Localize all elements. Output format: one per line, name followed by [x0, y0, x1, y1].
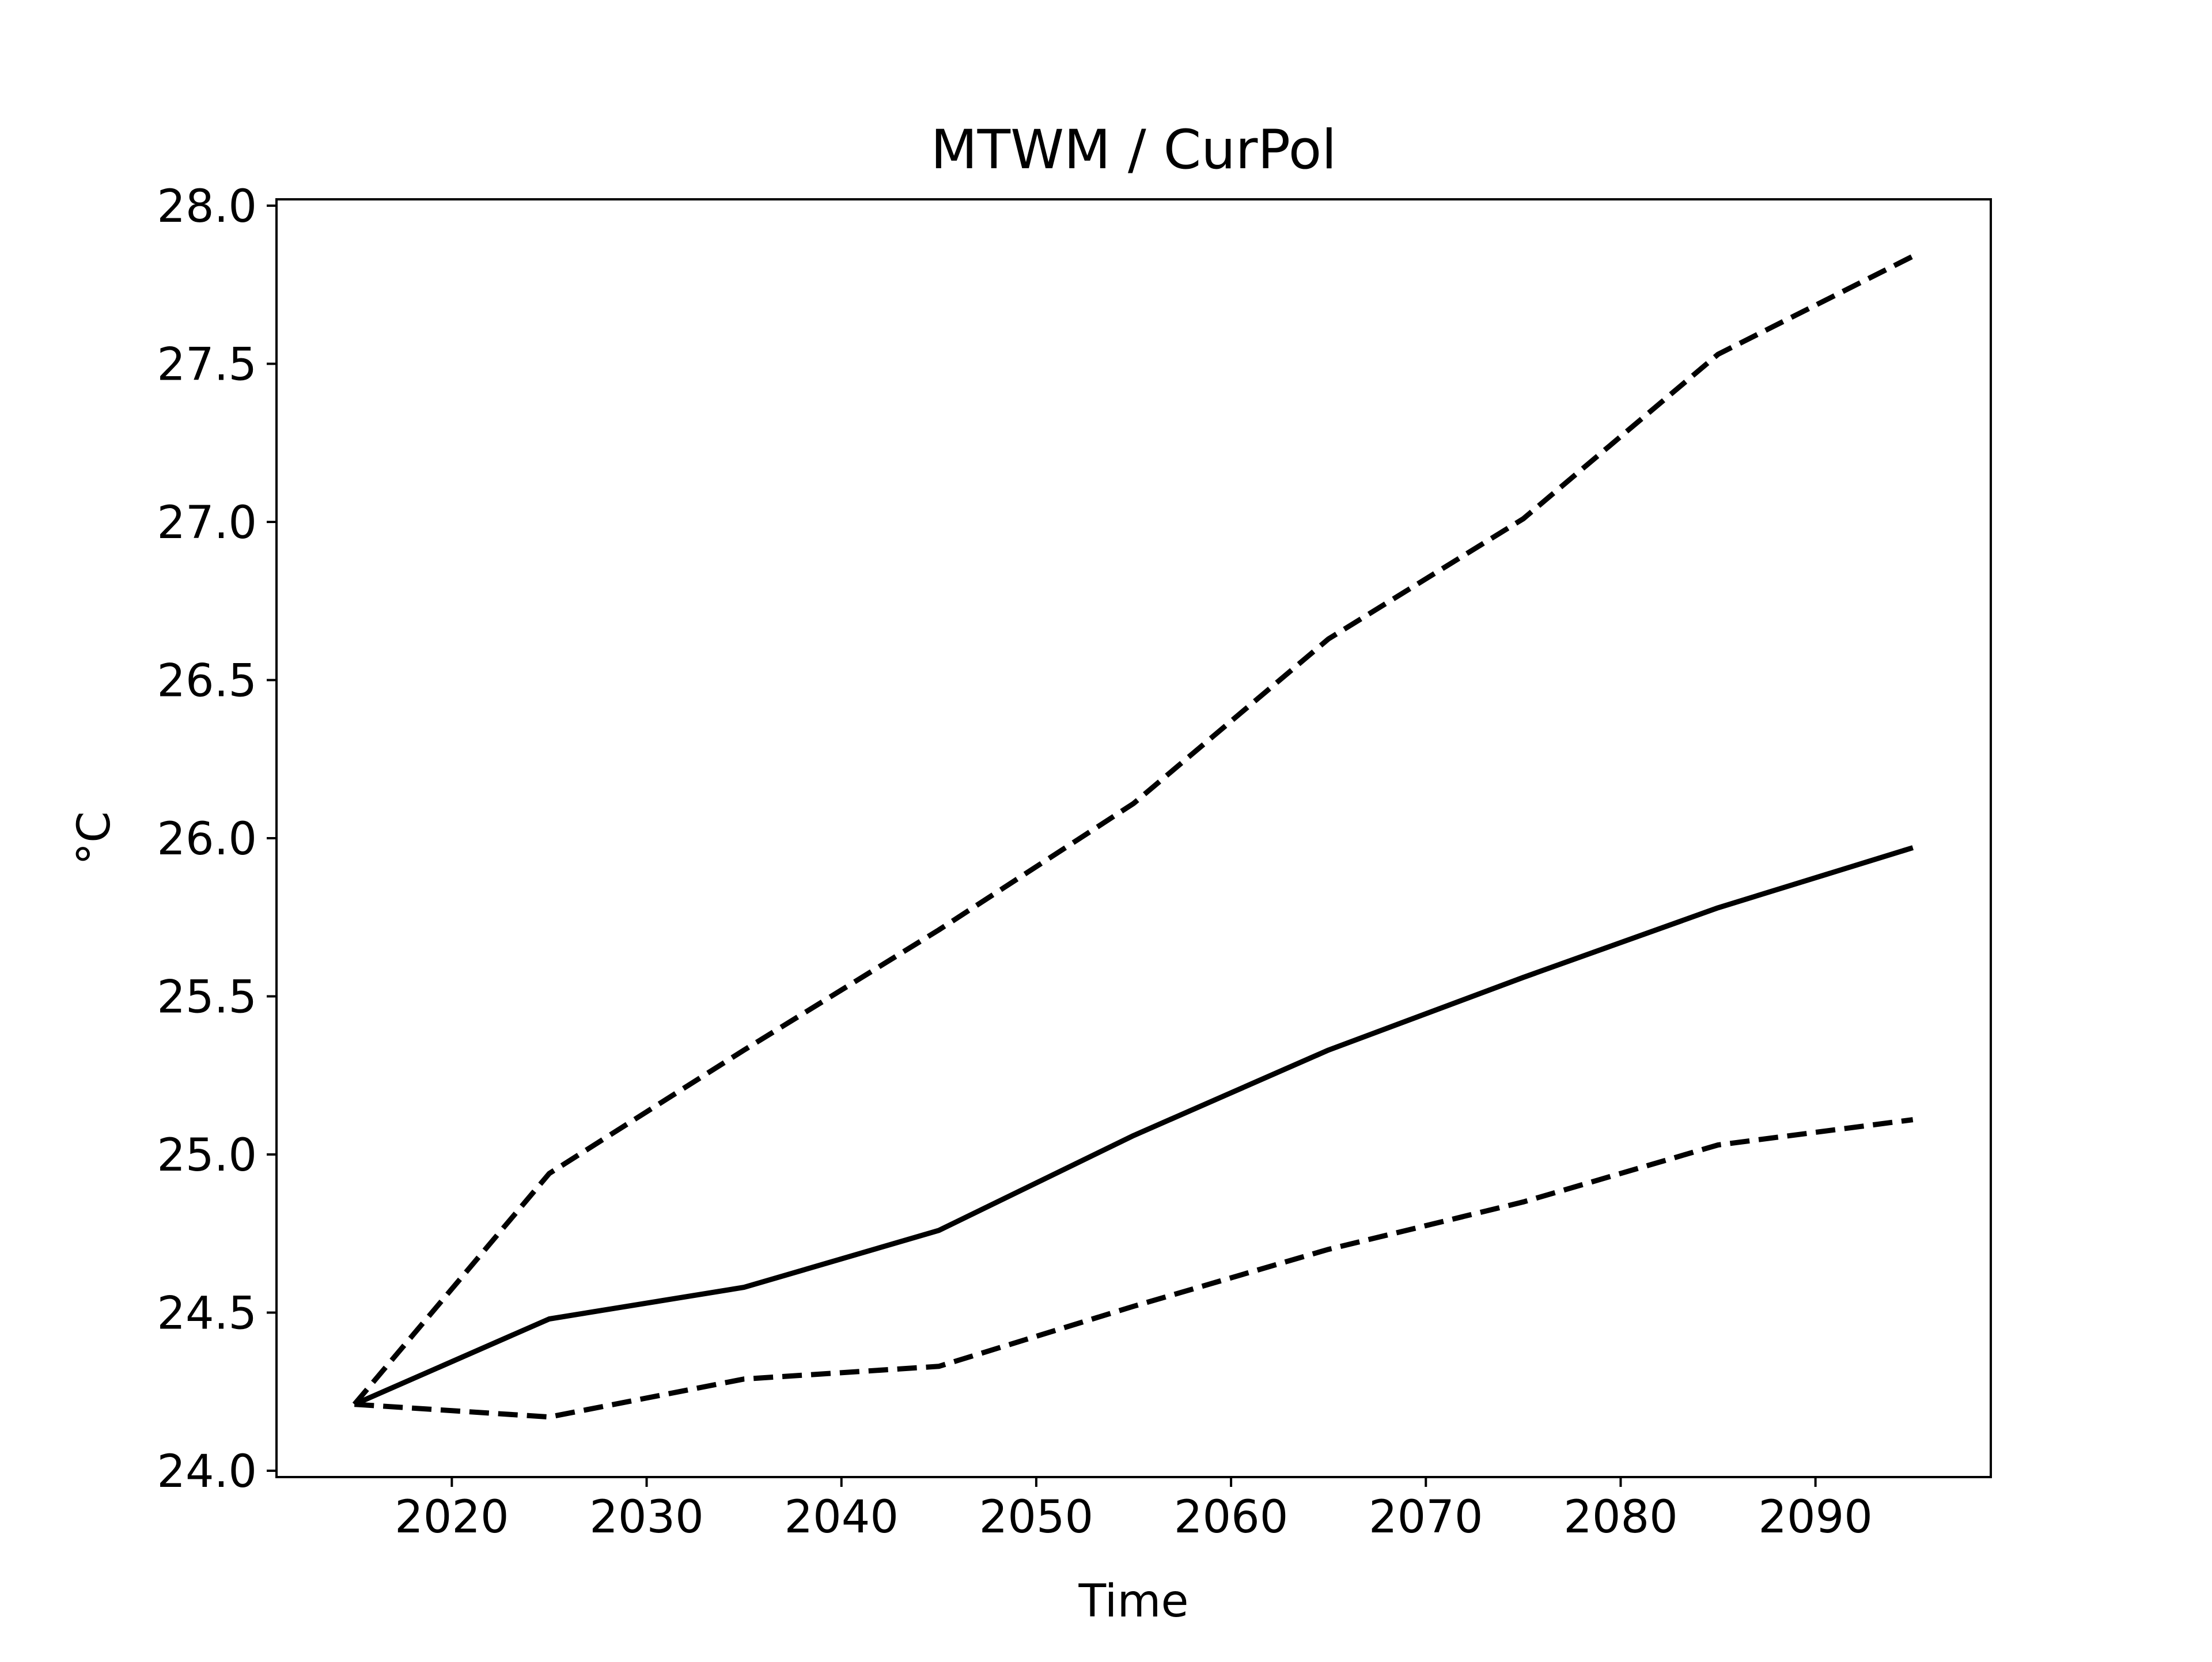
x-tick-label: 2090: [1758, 1491, 1873, 1543]
x-tick-label: 2080: [1563, 1491, 1678, 1543]
chart-title: MTWM / CurPol: [931, 119, 1337, 181]
x-axis-label: Time: [1078, 1576, 1189, 1627]
x-tick-label: 2040: [784, 1491, 899, 1543]
y-tick-label: 26.5: [157, 655, 257, 707]
y-axis-ticks: 24.0 24.5 25.0 25.5 26.0 26.5 27.0 27.5 28.0: [157, 181, 276, 1498]
y-tick-label: 27.5: [157, 339, 257, 391]
x-tick-label: 2020: [395, 1491, 509, 1543]
y-tick-label: 28.0: [157, 181, 257, 233]
y-axis-label: °C: [69, 811, 120, 865]
x-tick-label: 2070: [1369, 1491, 1483, 1543]
x-axis-ticks: 2020 2030 2040 2050 2060 2070 2080 2090: [395, 1477, 1873, 1543]
y-tick-label: 25.0: [157, 1130, 257, 1182]
y-tick-label: 26.0: [157, 813, 257, 865]
y-tick-label: 24.0: [157, 1446, 257, 1498]
series-line-2-dashed: [352, 253, 1914, 1406]
x-tick-label: 2030: [589, 1491, 704, 1543]
plot-area-frame: [275, 198, 1992, 1478]
x-tick-label: 2060: [1174, 1491, 1289, 1543]
series-lines: [352, 253, 1914, 1420]
y-tick-label: 24.5: [157, 1288, 257, 1340]
y-tick-label: 25.5: [157, 972, 257, 1024]
x-tick-label: 2050: [979, 1491, 1094, 1543]
y-tick-label: 27.0: [157, 497, 257, 549]
series-line-1-solid: [353, 845, 1914, 1407]
series-line-3-dashed: [354, 1117, 1914, 1420]
